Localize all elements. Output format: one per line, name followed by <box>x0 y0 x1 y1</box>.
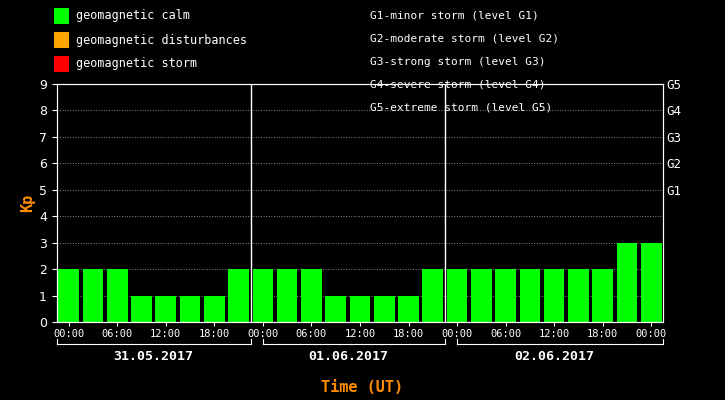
Bar <box>301 269 322 322</box>
Text: geomagnetic storm: geomagnetic storm <box>76 58 197 70</box>
Bar <box>423 269 443 322</box>
Y-axis label: Kp: Kp <box>20 194 35 212</box>
Bar <box>252 269 273 322</box>
Text: G3-strong storm (level G3): G3-strong storm (level G3) <box>370 57 545 67</box>
Text: G1-minor storm (level G1): G1-minor storm (level G1) <box>370 10 539 20</box>
Bar <box>83 269 103 322</box>
Bar <box>544 269 565 322</box>
Bar <box>374 296 394 322</box>
Text: G5-extreme storm (level G5): G5-extreme storm (level G5) <box>370 103 552 113</box>
Text: geomagnetic calm: geomagnetic calm <box>76 10 190 22</box>
Bar <box>471 269 492 322</box>
Bar <box>326 296 346 322</box>
Bar <box>204 296 225 322</box>
Bar <box>568 269 589 322</box>
Bar <box>495 269 516 322</box>
Text: geomagnetic disturbances: geomagnetic disturbances <box>76 34 247 46</box>
Bar <box>107 269 128 322</box>
Bar <box>349 296 370 322</box>
Text: 31.05.2017: 31.05.2017 <box>114 350 194 362</box>
Bar <box>592 269 613 322</box>
Bar <box>617 243 637 322</box>
Bar <box>228 269 249 322</box>
Bar <box>180 296 200 322</box>
Bar <box>398 296 419 322</box>
Text: Time (UT): Time (UT) <box>321 380 404 395</box>
Bar <box>447 269 468 322</box>
Text: G2-moderate storm (level G2): G2-moderate storm (level G2) <box>370 34 559 44</box>
Text: G4-severe storm (level G4): G4-severe storm (level G4) <box>370 80 545 90</box>
Bar <box>155 296 176 322</box>
Bar <box>131 296 152 322</box>
Text: 02.06.2017: 02.06.2017 <box>514 350 594 362</box>
Bar <box>59 269 79 322</box>
Bar <box>520 269 540 322</box>
Text: 01.06.2017: 01.06.2017 <box>308 350 388 362</box>
Bar <box>641 243 661 322</box>
Bar <box>277 269 297 322</box>
